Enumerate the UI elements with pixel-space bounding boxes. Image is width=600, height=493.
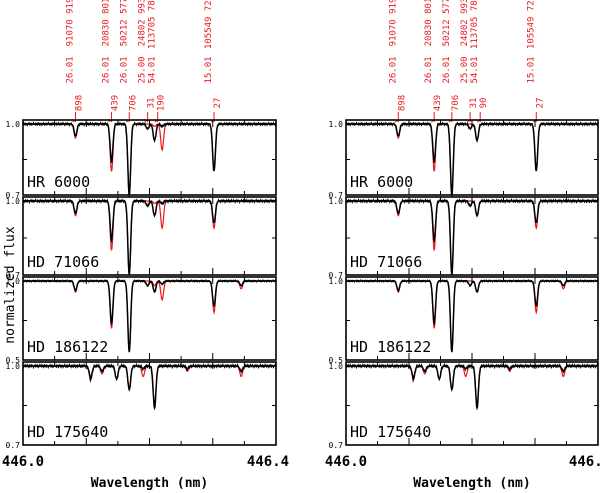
line-id-mult: 90 [479, 98, 489, 109]
y-tick-label: 1.0 [6, 362, 21, 371]
line-id-code: 50212 577 [442, 0, 452, 46]
line-id-code: 113705 782 [148, 0, 158, 49]
line-id-code: 24802 993 [460, 0, 470, 46]
star-label: HD 186122 [350, 338, 431, 356]
star-label: HD 175640 [27, 423, 108, 441]
y-tick-label: 1.0 [329, 362, 344, 371]
y-tick-label: 0.7 [329, 271, 344, 280]
x-tick-label: 446.4 [247, 454, 289, 470]
line-id-code: 91070 919 [65, 0, 75, 46]
y-tick-label: 1.0 [6, 197, 21, 206]
line-id-species: 26.01 [388, 56, 398, 83]
subplot-left-3: 1.0 0.5 HD 186122 [6, 276, 277, 365]
star-label: HD 175640 [350, 423, 431, 441]
line-id-code: 24802 993 [138, 0, 148, 46]
line-id-code: 105549 727 [204, 0, 214, 49]
y-tick-label: 0.7 [329, 441, 344, 450]
star-label: HD 71066 [27, 253, 99, 271]
line-id-mult: 27 [535, 98, 545, 109]
observed-spectrum [345, 362, 599, 411]
line-id-mult: 439 [111, 95, 121, 111]
star-label: HD 71066 [350, 253, 422, 271]
y-tick-label: 1.0 [329, 197, 344, 206]
line-id-code: 91070 919 [388, 0, 398, 46]
panel-right: 26.01 91070 919 898 26.01 20830 801 439 26.01 5… [325, 0, 600, 491]
line-id-code: 113705 782 [470, 0, 480, 49]
line-id-species: 26.01 [119, 56, 129, 83]
y-tick-label: 1.0 [6, 277, 21, 286]
star-label: HR 6000 [27, 173, 90, 191]
subplot-right-3: 1.0 0.5 HD 186122 [329, 276, 599, 365]
y-tick-label: 0.7 [6, 271, 21, 280]
line-ids-left: 26.01 91070 919 898 26.01 20830 801 439 26.01 5… [65, 0, 223, 123]
line-id-species: 15.01 [204, 56, 214, 83]
subplot-right-2: 1.0 0.7 HD 71066 [329, 196, 599, 280]
line-id-species: 54.01 [148, 56, 158, 83]
y-tick-label: 0.5 [329, 356, 344, 365]
y-tick-label: 1.0 [329, 120, 344, 129]
line-id-mult: 439 [433, 95, 443, 111]
y-axis-label-group: normalized flux [3, 226, 18, 344]
line-id-species: 25.00 [460, 56, 470, 83]
line-id-mult: 706 [451, 95, 461, 111]
line-id-species: 54.01 [470, 56, 480, 83]
subplot-right-4: 1.0 0.7 HD 175640 [329, 361, 599, 450]
line-id-code: 20830 801 [424, 0, 434, 46]
line-id-species: 25.00 [138, 56, 148, 83]
y-tick-label: 0.7 [329, 191, 344, 200]
x-tick-label: 446.0 [325, 454, 367, 470]
y-tick-label: 1.0 [329, 277, 344, 286]
line-id-mult: 706 [128, 95, 138, 111]
subplot-left-1: 1.0 0.7 HR 6000 [6, 119, 277, 200]
line-id-mult: 31 [469, 98, 479, 109]
star-label: HR 6000 [350, 173, 413, 191]
line-id-species: 26.01 [65, 56, 75, 83]
subplot-right-1: 1.0 0.7 HR 6000 [329, 119, 599, 200]
line-id-code: 50212 577 [119, 0, 129, 46]
x-axis-label: Wavelength (nm) [91, 476, 208, 491]
line-ids-right: 26.01 91070 919 898 26.01 20830 801 439 26.01 5… [388, 0, 545, 123]
line-id-species: 26.01 [102, 56, 112, 83]
y-axis-label: normalized flux [3, 226, 18, 344]
y-tick-label: 0.5 [6, 356, 21, 365]
line-id-code: 105549 727 [526, 0, 536, 49]
line-id-mult: 190 [157, 95, 167, 111]
line-id-species: 15.01 [526, 56, 536, 83]
panel-left: 26.01 91070 919 898 26.01 20830 801 439 26.01 5… [2, 0, 289, 491]
x-tick-label: 446.4 [569, 454, 600, 470]
line-id-mult: 31 [147, 98, 157, 109]
subplot-left-4: 1.0 0.7 HD 175640 [6, 361, 277, 450]
line-id-code: 20830 801 [102, 0, 112, 46]
x-axis-label: Wavelength (nm) [413, 476, 530, 491]
line-id-mult: 898 [397, 95, 407, 111]
y-tick-label: 1.0 [6, 120, 21, 129]
line-id-mult: 27 [213, 98, 223, 109]
observed-spectrum [22, 362, 277, 411]
y-tick-label: 0.7 [6, 191, 21, 200]
model-spectrum [346, 365, 598, 406]
line-id-species: 26.01 [442, 56, 452, 83]
y-tick-label: 0.7 [6, 441, 21, 450]
line-id-species: 26.01 [424, 56, 434, 83]
subplot-left-2: 1.0 0.7 HD 71066 [6, 196, 277, 280]
star-label: HD 186122 [27, 338, 108, 356]
line-id-mult: 898 [74, 95, 84, 111]
model-spectrum [23, 365, 276, 406]
x-tick-label: 446.0 [2, 454, 44, 470]
